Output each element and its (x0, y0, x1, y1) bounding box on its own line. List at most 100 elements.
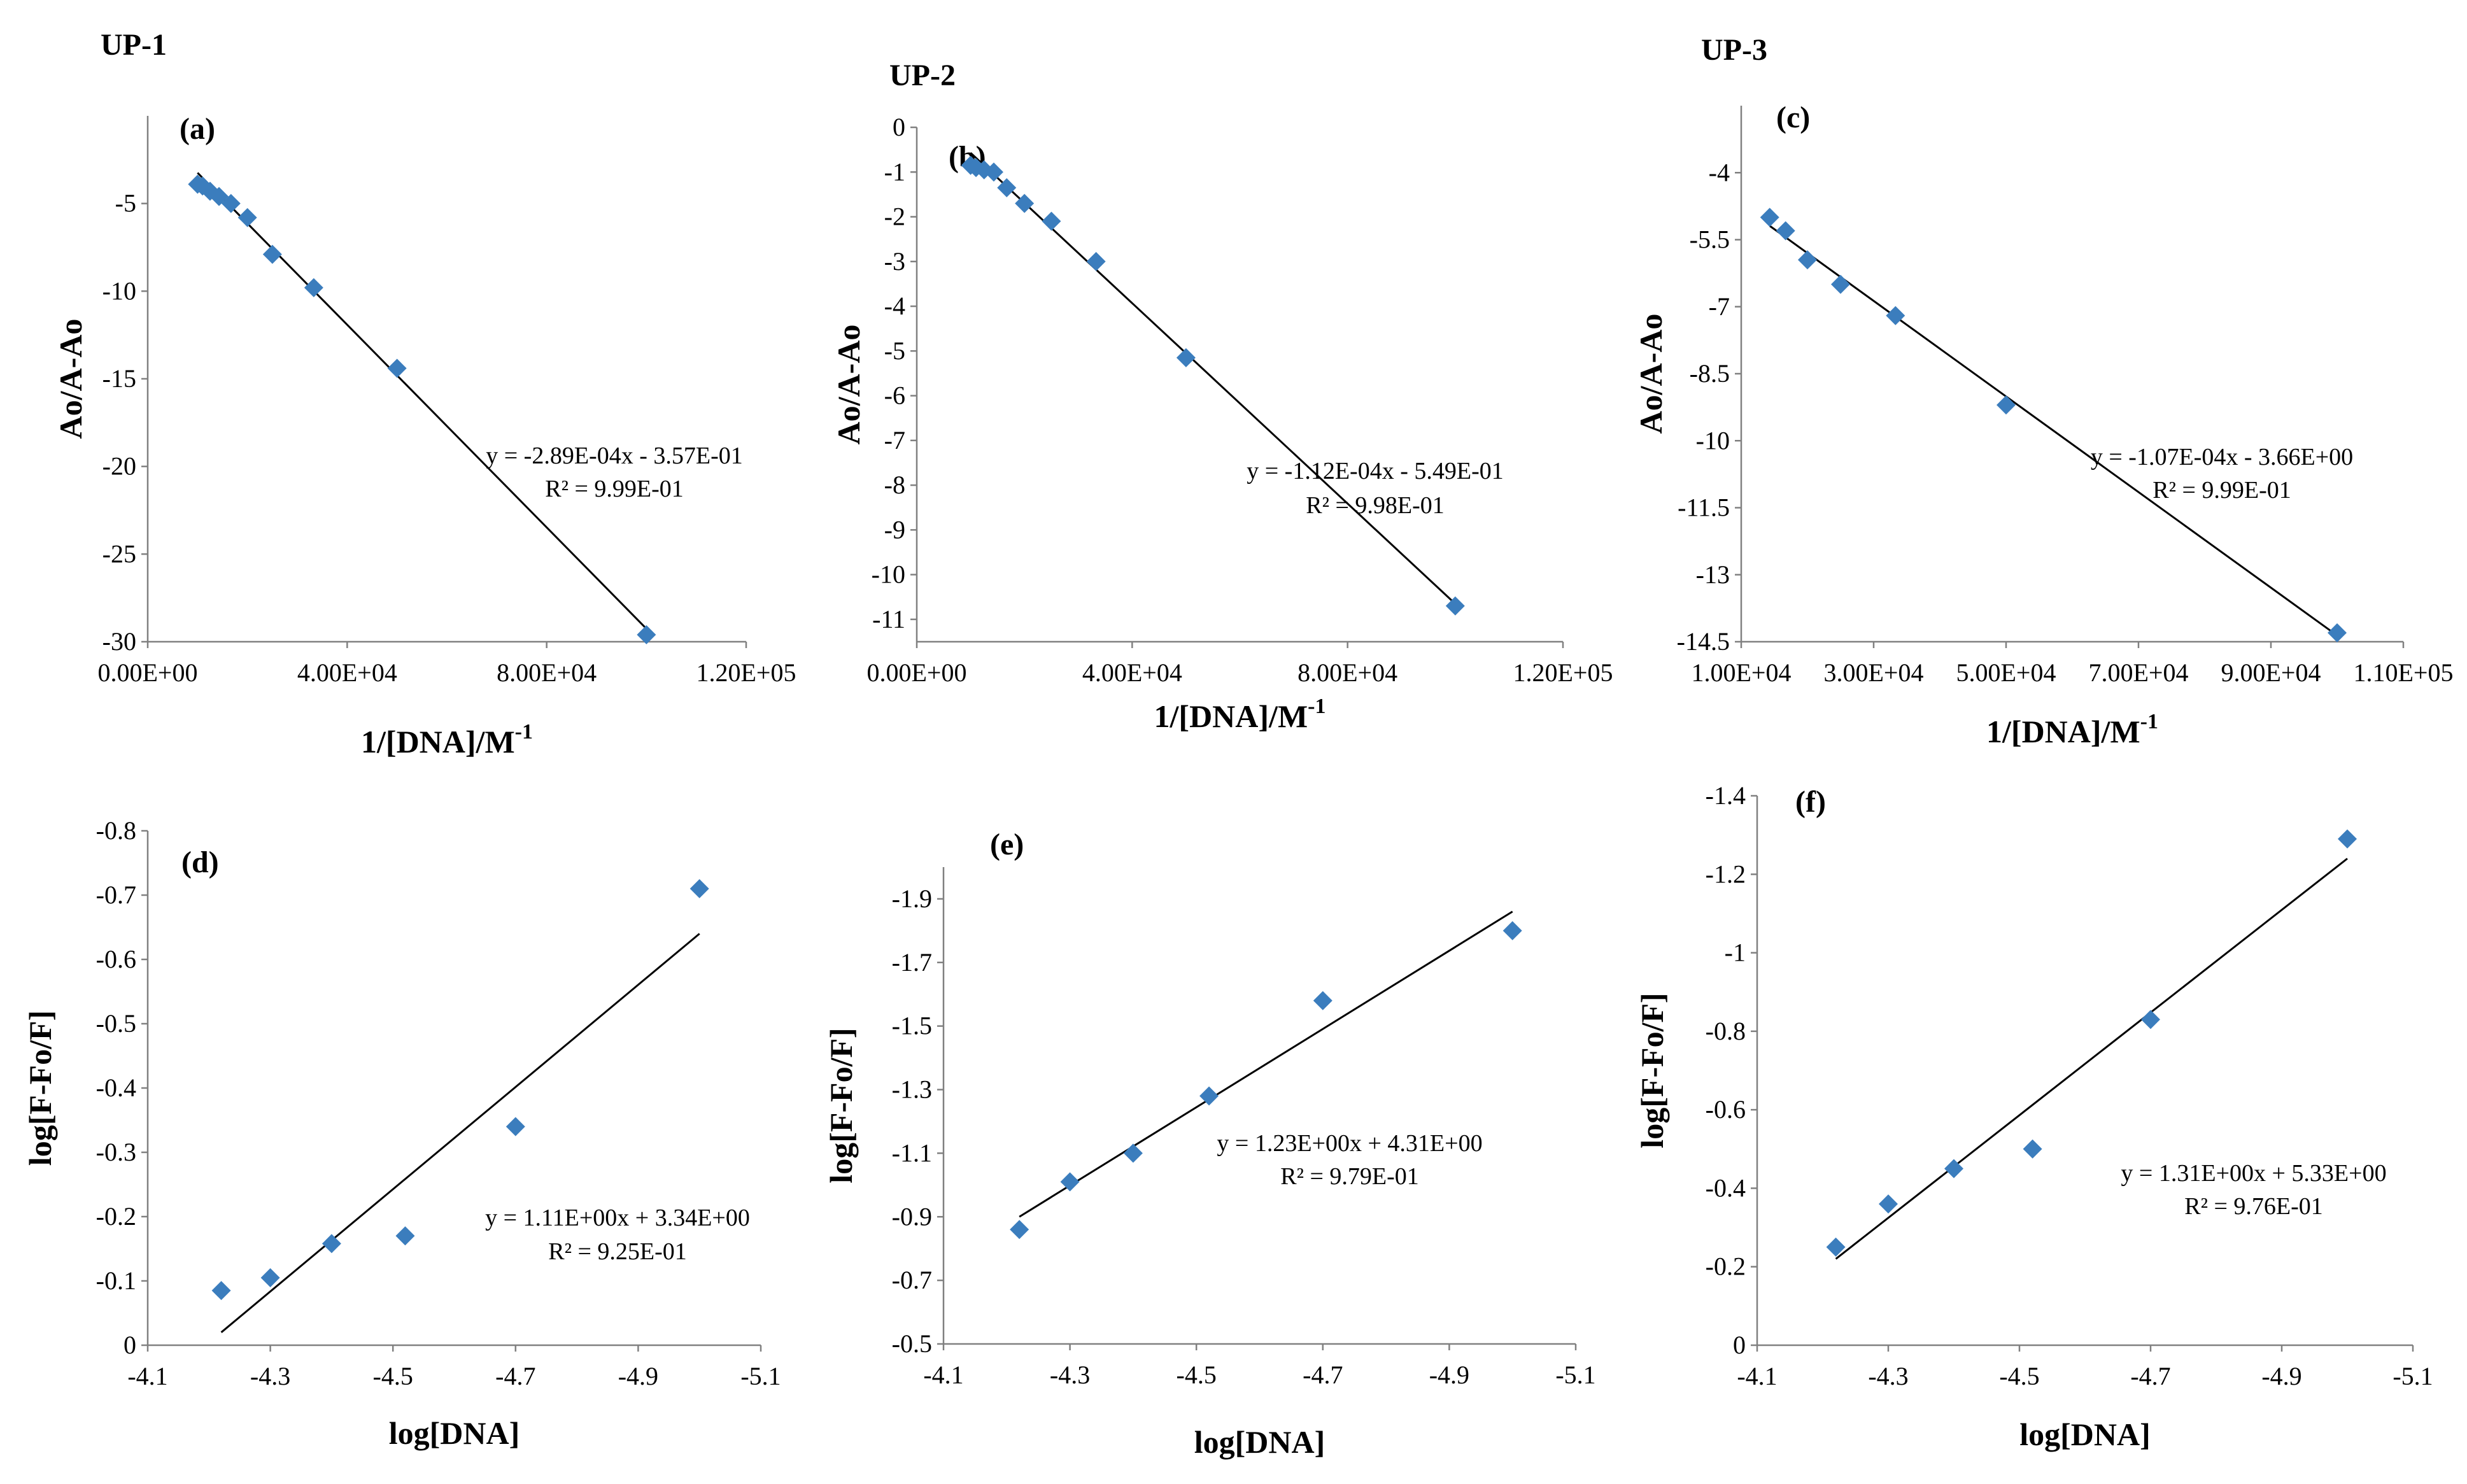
r-squared: R² = 9.76E-01 (2184, 1193, 2323, 1220)
y-tick-label: -5.5 (1690, 225, 1730, 254)
y-tick-label: -0.4 (1706, 1173, 1746, 1202)
y-tick-label: -7 (1709, 292, 1730, 321)
y-tick-label: -0.8 (1706, 1017, 1746, 1045)
data-point (1886, 306, 1905, 325)
x-axis-label: 1/[DNA]/M-1 (361, 720, 533, 760)
x-tick-label: -4.3 (250, 1362, 290, 1390)
chart-panel-c: -4 -5.5 -7 -8.5 -10 -11.5 -13 -14.51.00E+04 3.00… (1633, 33, 2454, 749)
r-squared: R² = 9.98E-01 (1306, 492, 1445, 519)
y-tick-label: -25 (102, 539, 136, 568)
data-point (1010, 1220, 1029, 1240)
data-point (1086, 251, 1106, 271)
y-tick-label: -2 (884, 202, 905, 231)
data-point (1831, 274, 1850, 294)
y-tick-label: -0.4 (96, 1073, 136, 1102)
data-point (1997, 395, 2016, 415)
data-point (2023, 1139, 2042, 1159)
x-tick-label: 0.00E+00 (98, 658, 198, 687)
data-point (1060, 1172, 1080, 1192)
y-tick-label: 0 (1733, 1331, 1746, 1359)
y-tick-label: -0.5 (96, 1009, 136, 1038)
trend-line (197, 172, 647, 630)
y-tick-label: -10 (872, 560, 905, 589)
panel-label: (a) (180, 112, 215, 146)
y-tick-label: -0.3 (96, 1138, 136, 1166)
x-axis-label: log[DNA] (2019, 1417, 2151, 1452)
r-squared: R² = 9.79E-01 (1280, 1163, 1419, 1190)
x-tick-label: -4.7 (2130, 1362, 2170, 1390)
y-tick-label: -1.9 (892, 884, 932, 913)
data-point (1826, 1237, 1846, 1257)
data-point (505, 1117, 525, 1136)
y-tick-label: -0.9 (892, 1202, 932, 1231)
x-tick-label: 0.00E+00 (867, 658, 967, 687)
regression-equation: y = -1.12E-04x - 5.49E-01 (1247, 458, 1503, 484)
x-tick-label: 1.20E+05 (1513, 658, 1613, 687)
chart-panel-d: 0 -0.1 -0.2 -0.3 -0.4 -0.5 -0.6 -0.7 -0.8 -4.1 -4.… (22, 816, 781, 1451)
data-point (1502, 921, 1522, 940)
data-point (322, 1234, 341, 1254)
trend-line (220, 933, 700, 1333)
y-tick-label: -30 (102, 627, 136, 656)
y-axis-label: log[F-Fo/F] (22, 1010, 58, 1166)
data-point (2141, 1010, 2160, 1029)
x-tick-label: -4.1 (1737, 1362, 1777, 1390)
y-tick-label: -4 (1709, 158, 1730, 187)
data-point (1776, 221, 1795, 241)
x-tick-label: -4.3 (1050, 1360, 1090, 1389)
y-tick-label: -10 (102, 276, 136, 305)
x-tick-label: -5.1 (740, 1362, 781, 1390)
chart-title: UP-1 (101, 28, 167, 62)
y-tick-label: -11 (872, 605, 905, 633)
trend-line (1019, 910, 1513, 1218)
data-point (262, 244, 282, 264)
data-point (997, 178, 1017, 197)
y-tick-label: -11.5 (1678, 493, 1730, 522)
data-point (2338, 829, 2357, 849)
r-squared: R² = 9.99E-01 (545, 476, 684, 502)
panel-label: (d) (181, 845, 219, 879)
data-point (237, 208, 257, 227)
y-tick-label: -1.3 (892, 1075, 932, 1104)
x-tick-label: 3.00E+04 (1824, 658, 1924, 687)
x-tick-label: -4.7 (1303, 1360, 1343, 1389)
data-point (1944, 1159, 1963, 1178)
x-tick-label: -4.1 (923, 1360, 963, 1389)
data-point (984, 162, 1003, 182)
data-point (221, 194, 241, 213)
x-tick-label: -4.7 (495, 1362, 535, 1390)
x-axis-label: log[DNA] (389, 1415, 520, 1451)
y-tick-label: -0.5 (892, 1329, 932, 1358)
r-squared: R² = 9.25E-01 (548, 1238, 687, 1265)
y-tick-label: -0.6 (96, 945, 136, 973)
y-tick-label: -0.2 (96, 1202, 136, 1231)
x-tick-label: -4.9 (1429, 1360, 1469, 1389)
y-tick-label: -1.2 (1706, 859, 1746, 888)
y-tick-label: -0.7 (96, 880, 136, 909)
x-tick-label: -4.5 (1177, 1360, 1217, 1389)
y-tick-label: -0.8 (96, 816, 136, 845)
data-point (1760, 208, 1779, 227)
data-point (1798, 250, 1817, 270)
data-point (637, 625, 656, 644)
y-tick-label: -13 (1696, 560, 1730, 589)
x-tick-label: 9.00E+04 (2221, 658, 2321, 687)
y-tick-label: -1 (884, 157, 905, 186)
chart-panel-b: 0 -1 -2 -3 -4 -5 -6 -7 -8 -9 -10 -11 0.00E+00 4.00E+0… (831, 59, 1613, 734)
chart-panel-e: -0.5 -0.7 -0.9 -1.1 -1.3 -1.5 -1.7 -1.9 -4.1 -4.3… (823, 828, 1596, 1460)
chart-title: UP-2 (889, 59, 956, 92)
x-tick-label: 1.10E+05 (2354, 658, 2454, 687)
x-tick-label: 1.20E+05 (696, 658, 796, 687)
y-tick-label: -1.5 (892, 1012, 932, 1040)
y-tick-label: -1 (1725, 938, 1746, 967)
panel-label: (c) (1776, 101, 1810, 134)
regression-equation: y = 1.31E+00x + 5.33E+00 (2121, 1160, 2386, 1187)
chart-panel-f: 0 -0.2 -0.4 -0.6 -0.8 -1 -1.2 -1.4 -4.1 -4.3 -4.5 -… (1634, 781, 2433, 1452)
y-tick-label: -8 (884, 470, 905, 499)
data-point (304, 278, 323, 297)
panel-label: (f) (1795, 785, 1826, 819)
x-tick-label: 5.00E+04 (1956, 658, 2056, 687)
x-tick-label: -4.3 (1868, 1362, 1908, 1390)
y-axis-label: Ao/A-Ao (1633, 314, 1669, 434)
